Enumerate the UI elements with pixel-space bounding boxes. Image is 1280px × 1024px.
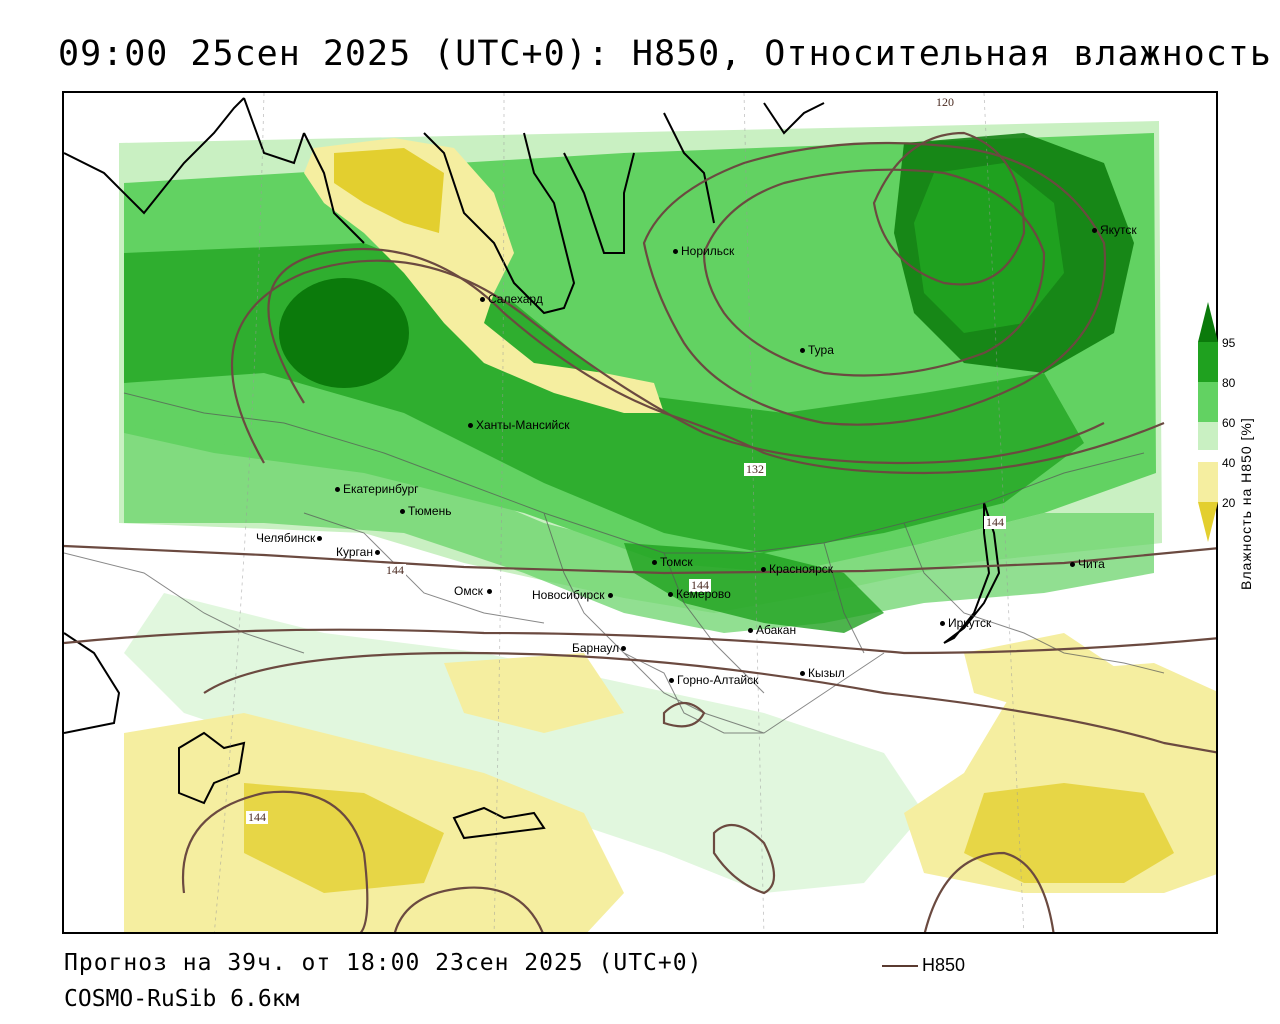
city-chelyabinsk: Челябинск <box>256 531 325 545</box>
legend-tick-40: 40 <box>1222 456 1236 470</box>
legend-colorbar <box>1198 302 1218 542</box>
city-kyzyl: Кызыл <box>800 666 845 680</box>
legend-tick-60: 60 <box>1222 416 1236 430</box>
contour-label-144: 144 <box>689 578 711 592</box>
legend-title: Влажность на H850 [%] <box>1238 417 1254 590</box>
city-krasnoyarsk: Красноярск <box>761 562 833 576</box>
city-novosibirsk: Новосибирск <box>532 588 616 602</box>
city-gorno-altaysk: Горно-Алтайск <box>669 673 758 687</box>
contour-label-144: 144 <box>384 563 406 577</box>
city-tura: Тура <box>800 343 834 357</box>
legend-tick-20: 20 <box>1222 496 1236 510</box>
city-yakutsk: Якутск <box>1092 223 1137 237</box>
city-norilsk: Норильск <box>673 244 734 258</box>
contour-line-swatch <box>882 965 918 968</box>
city-tomsk: Томск <box>652 555 693 569</box>
map-title: 09:00 25сен 2025 (UTC+0): H850, Относите… <box>58 34 1272 74</box>
contour-key-label: H850 <box>922 955 966 975</box>
city-irkutsk: Иркутск <box>940 616 991 630</box>
city-omsk: Омск <box>454 584 495 598</box>
city-kemerovo: Кемерово <box>668 587 731 601</box>
contour-label-132: 132 <box>744 462 766 476</box>
contour-label-144: 144 <box>984 515 1006 529</box>
contour-label-120: 120 <box>934 95 956 109</box>
city-barnaul: Барнаул <box>572 641 629 655</box>
city-salekhard: Салехард <box>480 292 543 306</box>
contour-key: H850 <box>882 955 965 976</box>
city-khanty-mansiysk: Ханты-Мансийск <box>468 418 570 432</box>
forecast-info: Прогноз на 39ч. от 18:00 23сен 2025 (UTC… <box>64 950 703 976</box>
city-yekaterinburg: Екатеринбург <box>335 482 419 496</box>
map-area: 120 132 144 144 144 144 Норильск Якутск … <box>62 91 1218 934</box>
city-kurgan: Курган <box>336 545 383 559</box>
legend-tick-80: 80 <box>1222 376 1236 390</box>
city-abakan: Абакан <box>748 623 796 637</box>
contour-label-144: 144 <box>246 810 268 824</box>
city-tyumen: Тюмень <box>400 504 451 518</box>
city-chita: Чита <box>1070 557 1105 571</box>
model-name: COSMO-RuSib 6.6км <box>64 986 300 1012</box>
legend-tick-95: 95 <box>1222 336 1236 350</box>
humidity-field <box>64 93 1216 932</box>
